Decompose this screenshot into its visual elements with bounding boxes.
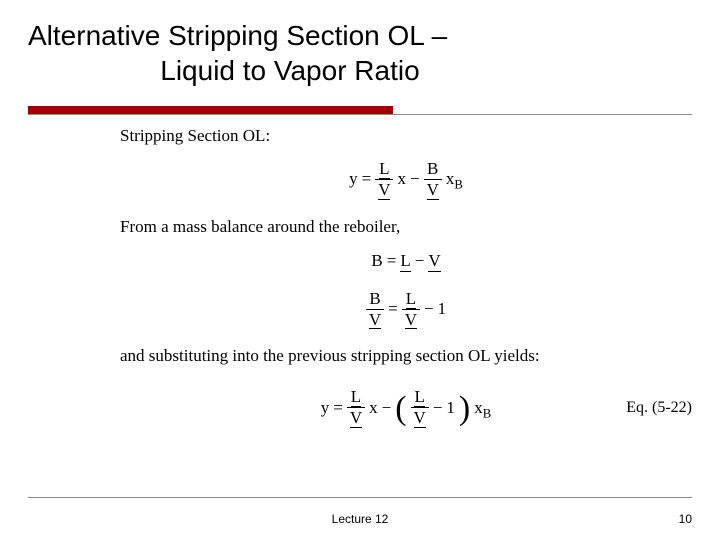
subst-text: and substituting into the previous strip… [120,346,692,366]
equation-4: y = L V x − ( L V − 1 ) xB [120,388,692,427]
equation-2: B = L − V [120,251,692,271]
eq3-lhs-frac: B V [366,290,384,329]
eq1-x: x [397,169,406,189]
title-line-1: Alternative Stripping Section OL – [28,20,447,51]
bottom-rule [28,497,692,498]
content-area: Stripping Section OL: y = L V x − B V [120,126,692,445]
slide-title: Alternative Stripping Section OL – Liqui… [28,18,692,88]
eq1-lhs: y [349,169,358,189]
eq1-frac-2: B V [424,160,442,199]
eq3-rhs-frac: L V [402,290,420,329]
equation-4-label: Eq. (5-22) [626,399,692,417]
footer-page-number: 10 [679,512,692,526]
right-paren: ) [459,392,470,426]
top-rule [28,114,692,115]
equation-1: y = L V x − B V xB [120,160,692,199]
footer-center: Lecture 12 [0,512,720,526]
eq1-equals: = [362,169,372,189]
title-line-2: Liquid to Vapor Ratio [160,55,419,86]
eq1-xb: xB [446,169,463,189]
equation-3: B V = L V − 1 [120,289,692,329]
eq1-frac-1: L V [375,160,393,199]
intro-text: Stripping Section OL: [120,126,692,146]
eq1-minus: − [410,169,420,189]
slide: Alternative Stripping Section OL – Liqui… [0,0,720,540]
mass-balance-text: From a mass balance around the reboiler, [120,217,692,237]
left-paren: ( [395,392,406,426]
accent-bar [28,106,393,114]
